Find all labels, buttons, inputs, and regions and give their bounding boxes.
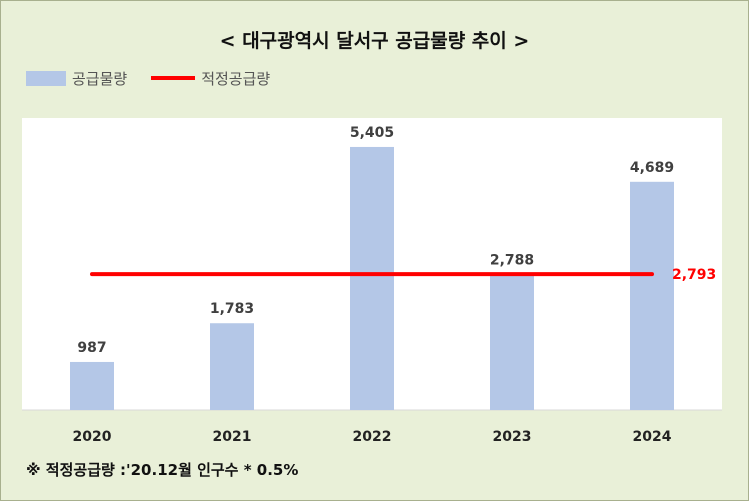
x-tick-label: 2021 — [213, 429, 252, 445]
legend-item-proper-supply: 적정공급량 — [151, 68, 270, 89]
bar — [210, 323, 254, 410]
chart-title: < 대구광역시 달서구 공급물량 추이 > — [219, 30, 530, 52]
legend: 공급물량 적정공급량 — [26, 66, 294, 90]
x-tick-label: 2020 — [73, 429, 112, 445]
legend-label-supply: 공급물량 — [72, 69, 128, 88]
footnote: ※ 적정공급량 :'20.12월 인구수 * 0.5% — [26, 461, 299, 479]
x-tick-label: 2022 — [353, 429, 392, 445]
line-data-label: 2,793 — [672, 267, 716, 283]
data-label: 987 — [77, 340, 106, 356]
data-label: 4,689 — [630, 160, 674, 176]
legend-swatch-proper-supply — [151, 76, 196, 80]
bar — [70, 361, 114, 410]
bar — [350, 146, 394, 410]
bar — [630, 181, 674, 410]
bar — [490, 274, 534, 410]
x-tick-label: 2024 — [633, 429, 672, 445]
data-label: 1,783 — [210, 301, 254, 317]
data-label: 2,788 — [490, 252, 534, 268]
x-tick-label: 2023 — [493, 429, 532, 445]
legend-swatch-supply — [26, 70, 66, 86]
data-label: 5,405 — [350, 125, 394, 141]
legend-item-supply: 공급물량 — [26, 68, 127, 89]
legend-label-proper-supply: 적정공급량 — [201, 69, 271, 88]
